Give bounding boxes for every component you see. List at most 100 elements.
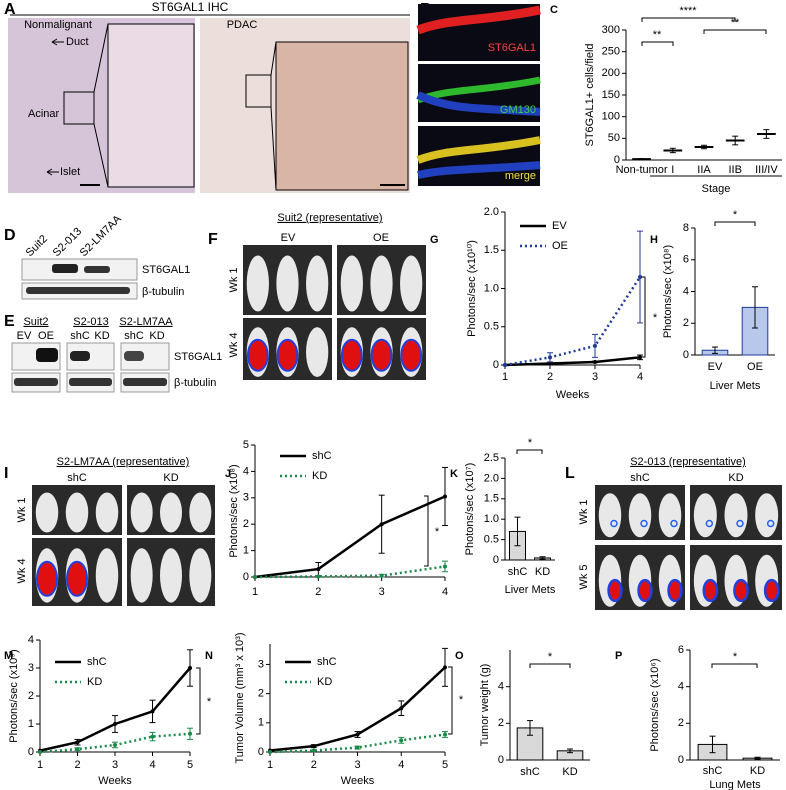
row-label: Wk 4 bbox=[16, 558, 28, 583]
series-line bbox=[39, 667, 191, 752]
y-tick-label: 4 bbox=[243, 465, 249, 477]
point bbox=[638, 275, 642, 280]
x-axis-label: Weeks bbox=[556, 389, 590, 401]
significance-label: * bbox=[435, 526, 440, 538]
y-axis-label: Photons/sec (x10⁹) bbox=[8, 649, 20, 742]
significance-label: * bbox=[528, 437, 533, 449]
band-label: ST6GAL1 bbox=[142, 264, 190, 276]
significance-label: * bbox=[653, 312, 658, 324]
y-tick-label: 5 bbox=[243, 439, 249, 451]
y-axis-label: ST6GAL1+ cells/field bbox=[584, 43, 596, 146]
zoom-box bbox=[63, 91, 95, 125]
point bbox=[253, 575, 257, 579]
lane-label: KD bbox=[94, 330, 109, 342]
mouse bbox=[160, 492, 182, 533]
point bbox=[311, 748, 316, 753]
band bbox=[26, 287, 130, 294]
signal bbox=[400, 338, 423, 372]
group-label: OE bbox=[373, 232, 389, 244]
y-tick-label: 1 bbox=[243, 545, 249, 557]
point bbox=[443, 732, 447, 737]
y-axis-label: Photons/sec (x10⁸) bbox=[662, 245, 674, 338]
x-tick-label: Non-tumor bbox=[616, 164, 668, 176]
y-tick-label: 0 bbox=[493, 554, 499, 566]
band bbox=[52, 264, 78, 273]
zoom-inset bbox=[107, 23, 195, 188]
panel-label: M bbox=[4, 650, 13, 662]
panel-label: F bbox=[208, 231, 218, 248]
y-tick-label: 1.0 bbox=[484, 513, 499, 525]
x-tick-label: 2 bbox=[547, 371, 553, 383]
mouse bbox=[65, 492, 89, 533]
panel-title: S2-013 (representative) bbox=[630, 456, 746, 468]
mouse bbox=[400, 255, 423, 312]
legend-label: EV bbox=[552, 220, 567, 232]
point bbox=[355, 745, 360, 750]
y-axis-label: Tumor Volume (mm³ x 10³) bbox=[234, 632, 246, 763]
mouse bbox=[95, 548, 119, 603]
channel-label: ST6GAL1 bbox=[488, 42, 536, 54]
mouse bbox=[160, 548, 182, 603]
x-tick-label: 4 bbox=[398, 759, 404, 771]
point bbox=[443, 564, 447, 569]
significance-bracket bbox=[641, 41, 674, 46]
significance-bracket bbox=[424, 495, 429, 567]
point bbox=[443, 665, 447, 670]
y-tick-label: 100 bbox=[602, 111, 620, 123]
point bbox=[443, 494, 447, 499]
y-tick-label: 6 bbox=[678, 644, 684, 656]
x-tick-label: 2 bbox=[74, 759, 80, 771]
legend-label: KD bbox=[317, 676, 332, 688]
y-tick-label: 300 bbox=[602, 24, 620, 36]
zoom-line bbox=[270, 106, 277, 191]
mouse bbox=[658, 493, 682, 538]
x-tick-label: 1 bbox=[502, 371, 508, 383]
point bbox=[316, 574, 321, 579]
y-tick-label: 2 bbox=[683, 317, 689, 329]
panel-label: O bbox=[455, 650, 464, 662]
y-tick-label: 1.5 bbox=[484, 244, 499, 256]
mouse bbox=[370, 255, 393, 312]
signal bbox=[670, 519, 678, 528]
point bbox=[399, 706, 404, 711]
significance-bracket bbox=[448, 666, 453, 735]
lane-label: KD bbox=[149, 330, 164, 342]
channel-label: merge bbox=[505, 170, 536, 182]
significance-label: * bbox=[207, 696, 212, 708]
signal bbox=[733, 578, 749, 603]
y-tick-label: 2.0 bbox=[484, 472, 499, 484]
signal bbox=[370, 338, 393, 372]
x-tick-label: shC bbox=[508, 566, 528, 578]
y-tick-label: 0 bbox=[493, 359, 499, 371]
significance-bracket bbox=[703, 29, 767, 34]
x-tick-label: 3 bbox=[354, 759, 360, 771]
annotation: Acinar bbox=[28, 108, 60, 120]
panel-label: I bbox=[4, 465, 8, 482]
signal bbox=[705, 519, 714, 528]
mouse bbox=[306, 255, 329, 312]
panel-label: D bbox=[4, 227, 16, 244]
point bbox=[188, 731, 192, 736]
x-axis-label: Lung Mets bbox=[709, 779, 761, 790]
x-tick-label: IIB bbox=[728, 164, 741, 176]
y-tick-label: 4 bbox=[28, 634, 34, 646]
mouse bbox=[130, 492, 153, 533]
signal bbox=[637, 578, 653, 603]
y-tick-label: 8 bbox=[683, 222, 689, 234]
point bbox=[593, 359, 597, 364]
y-axis-label: Photons/sec (x10¹⁰) bbox=[466, 240, 478, 337]
y-tick-label: 3 bbox=[258, 658, 264, 670]
lane-label: S2-013 bbox=[51, 226, 85, 260]
significance-label: **** bbox=[679, 5, 697, 17]
series-line bbox=[254, 565, 446, 579]
significance-bracket bbox=[711, 663, 758, 668]
mouse bbox=[693, 493, 717, 538]
blot bbox=[120, 342, 170, 371]
x-tick-label: KD bbox=[562, 766, 577, 778]
x-axis-label: Liver Mets bbox=[710, 380, 761, 392]
mouse bbox=[628, 493, 652, 538]
x-tick-label: 3 bbox=[379, 586, 385, 598]
y-tick-label: 0.5 bbox=[484, 321, 499, 333]
group-label: KD bbox=[728, 472, 743, 484]
